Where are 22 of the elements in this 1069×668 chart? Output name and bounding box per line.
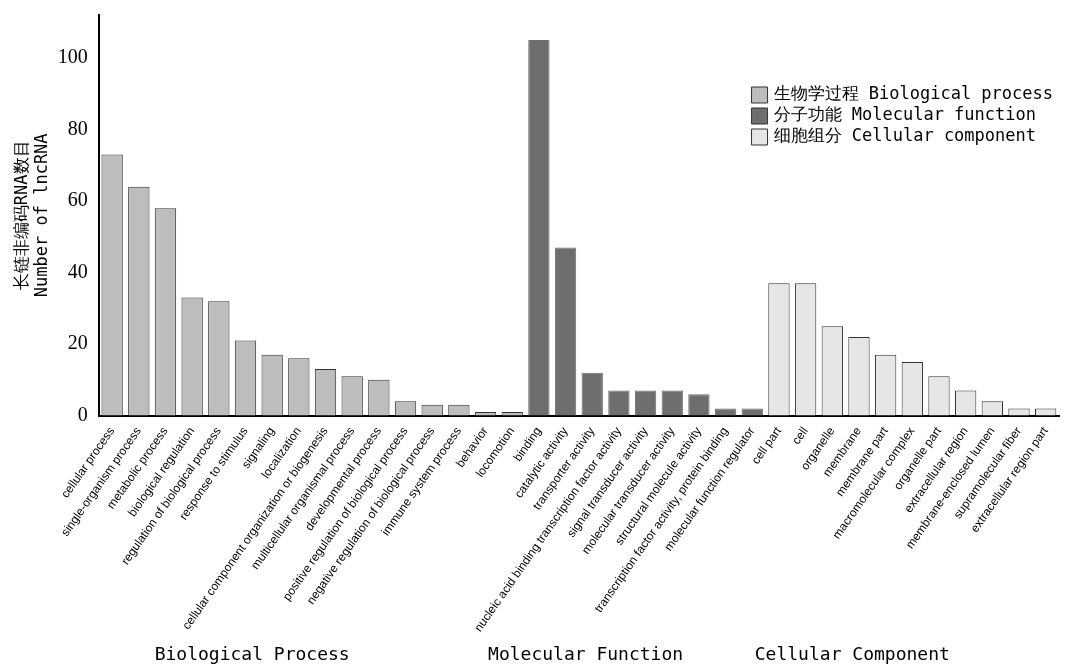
y-tick-label: 60 [67,188,88,211]
text: Biological Process [154,642,350,664]
y-tick-label: 20 [67,331,88,354]
bar [714,408,737,416]
legend-label: 分子功能 Molecular function [773,104,1037,125]
bar [528,40,550,416]
bar [554,247,577,416]
y-tick-label: 100 [57,45,88,68]
y-axis-title: 长链非编码RNA数目 Number of lncRNA [10,133,52,298]
text: Molecular Function [488,642,684,664]
bar [741,408,763,416]
legend-label: 细胞组分 Cellular component [773,125,1037,146]
bar [688,394,710,416]
bar [634,390,657,416]
text: Cellular Component [754,642,950,664]
y-tick-label: 40 [67,259,88,282]
legend-label: 生物学过程 Biological process [773,83,1054,104]
y-tick-label: 0 [77,402,88,425]
bar [581,372,603,416]
bar [608,390,630,416]
y-tick-label: 80 [67,116,88,139]
bar [661,390,683,416]
